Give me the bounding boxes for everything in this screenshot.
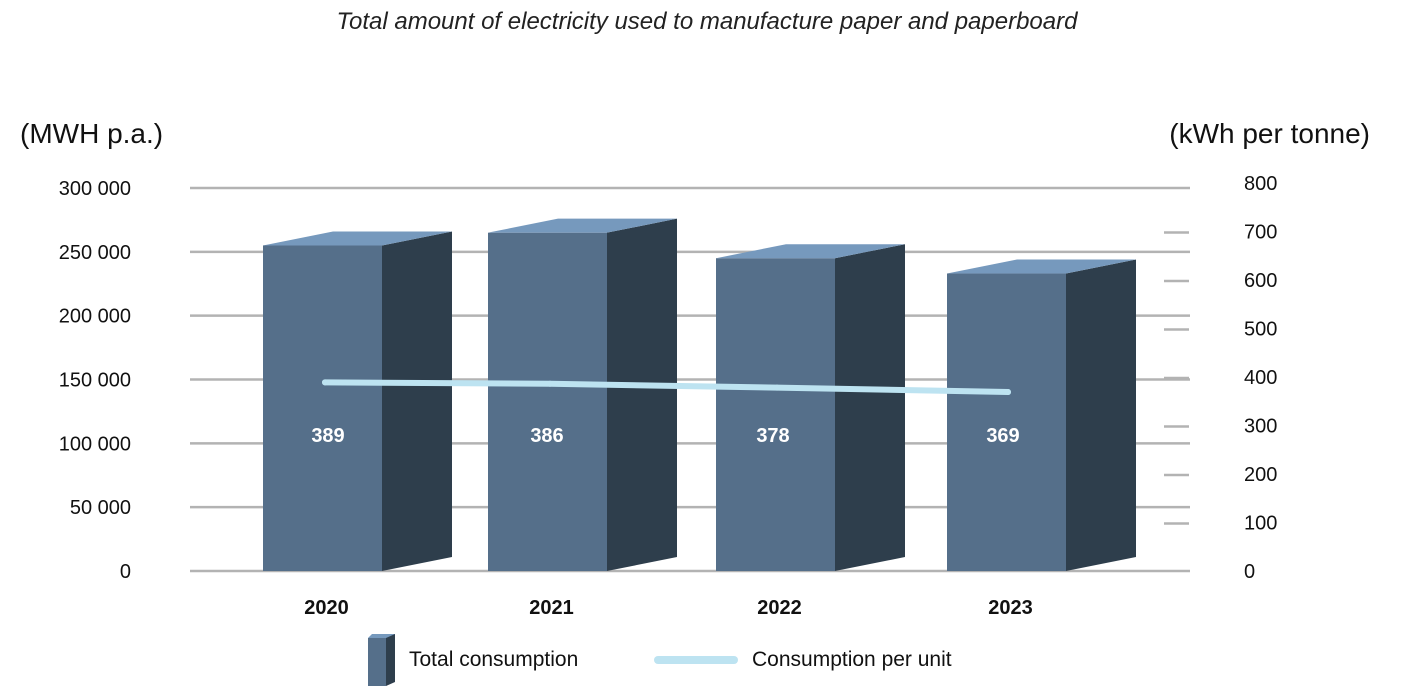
legend-label-consumption-per-unit: Consumption per unit	[752, 648, 952, 671]
bar-front	[947, 273, 1066, 571]
data-label: 369	[986, 425, 1019, 447]
right-axis-tick-label: 400	[1244, 367, 1277, 389]
right-axis-tick-label: 500	[1244, 319, 1277, 341]
right-axis-tick-label: 600	[1244, 270, 1277, 292]
right-axis-tick-label: 100	[1244, 513, 1277, 535]
line-series	[322, 379, 1011, 396]
x-axis-category-label: 2022	[757, 597, 802, 619]
right-axis-tick-label: 300	[1244, 416, 1277, 438]
legend-label-total-consumption: Total consumption	[409, 648, 579, 671]
line-swatch-icon	[654, 656, 738, 664]
line-point	[1005, 389, 1011, 396]
x-axis-category-label: 2021	[529, 597, 574, 619]
right-axis-tick-label: 200	[1244, 464, 1277, 486]
bar-side	[382, 231, 452, 571]
bar-front	[263, 245, 382, 571]
chart-title: Total amount of electricity used to manu…	[336, 8, 1078, 35]
line-point	[774, 384, 780, 391]
bar-side	[835, 244, 905, 571]
left-axis-tick-label: 100 000	[59, 433, 131, 455]
left-axis-tick-label: 200 000	[59, 306, 131, 328]
right-axis-tick-label: 0	[1244, 561, 1255, 583]
bar-front	[488, 232, 607, 571]
legend-item-consumption-per-unit: Consumption per unit	[654, 632, 952, 688]
bar-side	[607, 218, 677, 571]
left-axis-unit-label: (MWH p.a.)	[20, 118, 164, 149]
bar-top	[716, 244, 905, 259]
bar-front	[716, 258, 835, 571]
right-axis-unit-label: (kWh per tonne)	[1169, 118, 1370, 149]
right-axis-tick-label: 700	[1244, 222, 1277, 244]
left-axis-tick-label: 250 000	[59, 242, 131, 264]
bar-top	[488, 218, 677, 233]
x-axis-category-label: 2023	[988, 597, 1033, 619]
data-label: 378	[756, 425, 789, 447]
left-axis-tick-label: 50 000	[70, 497, 131, 519]
left-axis-tick-label: 300 000	[59, 178, 131, 200]
legend-item-total-consumption: Total consumption	[368, 632, 578, 688]
bar-swatch-icon	[368, 634, 395, 686]
data-label: 389	[311, 425, 344, 447]
chart-plot-area: 0 50 000 100 000 150 000 200 000 250 000 300 0…	[59, 173, 1278, 619]
bar-top	[263, 231, 452, 246]
line-point	[322, 379, 328, 386]
x-axis-category-label: 2020	[304, 597, 349, 619]
data-label: 386	[530, 425, 563, 447]
line-point	[547, 380, 553, 387]
bar-side	[1066, 259, 1136, 571]
right-axis-tick-label: 800	[1244, 173, 1277, 195]
bar-top	[947, 259, 1136, 274]
left-axis-tick-label: 150 000	[59, 370, 131, 392]
left-axis-tick-label: 0	[120, 561, 131, 583]
